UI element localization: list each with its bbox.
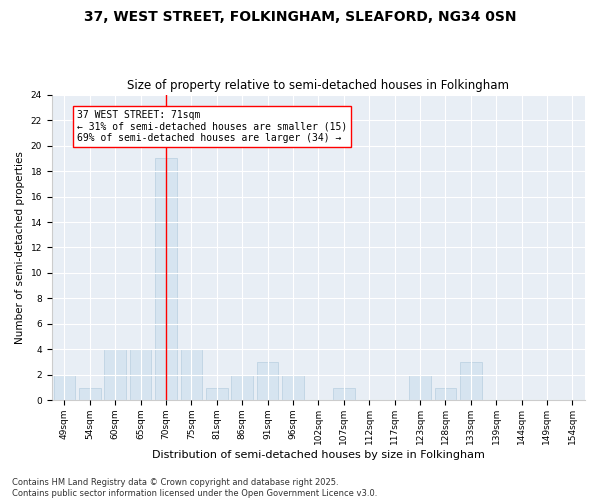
Bar (409, 375, 431, 400)
X-axis label: Distribution of semi-detached houses by size in Folkingham: Distribution of semi-detached houses by … (152, 450, 485, 460)
Bar (104, 350, 126, 401)
Bar (53, 375, 75, 400)
Bar (155, 158, 177, 400)
Bar (434, 388, 456, 400)
Text: 37, WEST STREET, FOLKINGHAM, SLEAFORD, NG34 0SN: 37, WEST STREET, FOLKINGHAM, SLEAFORD, N… (84, 10, 516, 24)
Bar (282, 375, 304, 400)
Title: Size of property relative to semi-detached houses in Folkingham: Size of property relative to semi-detach… (127, 79, 509, 92)
Text: 37 WEST STREET: 71sqm
← 31% of semi-detached houses are smaller (15)
69% of semi: 37 WEST STREET: 71sqm ← 31% of semi-deta… (77, 110, 347, 143)
Bar (333, 388, 355, 400)
Bar (206, 388, 227, 400)
Y-axis label: Number of semi-detached properties: Number of semi-detached properties (15, 151, 25, 344)
Bar (130, 350, 151, 401)
Bar (79, 388, 101, 400)
Bar (181, 350, 202, 401)
Text: Contains HM Land Registry data © Crown copyright and database right 2025.
Contai: Contains HM Land Registry data © Crown c… (12, 478, 377, 498)
Bar (257, 362, 278, 401)
Bar (460, 362, 482, 401)
Bar (232, 375, 253, 400)
